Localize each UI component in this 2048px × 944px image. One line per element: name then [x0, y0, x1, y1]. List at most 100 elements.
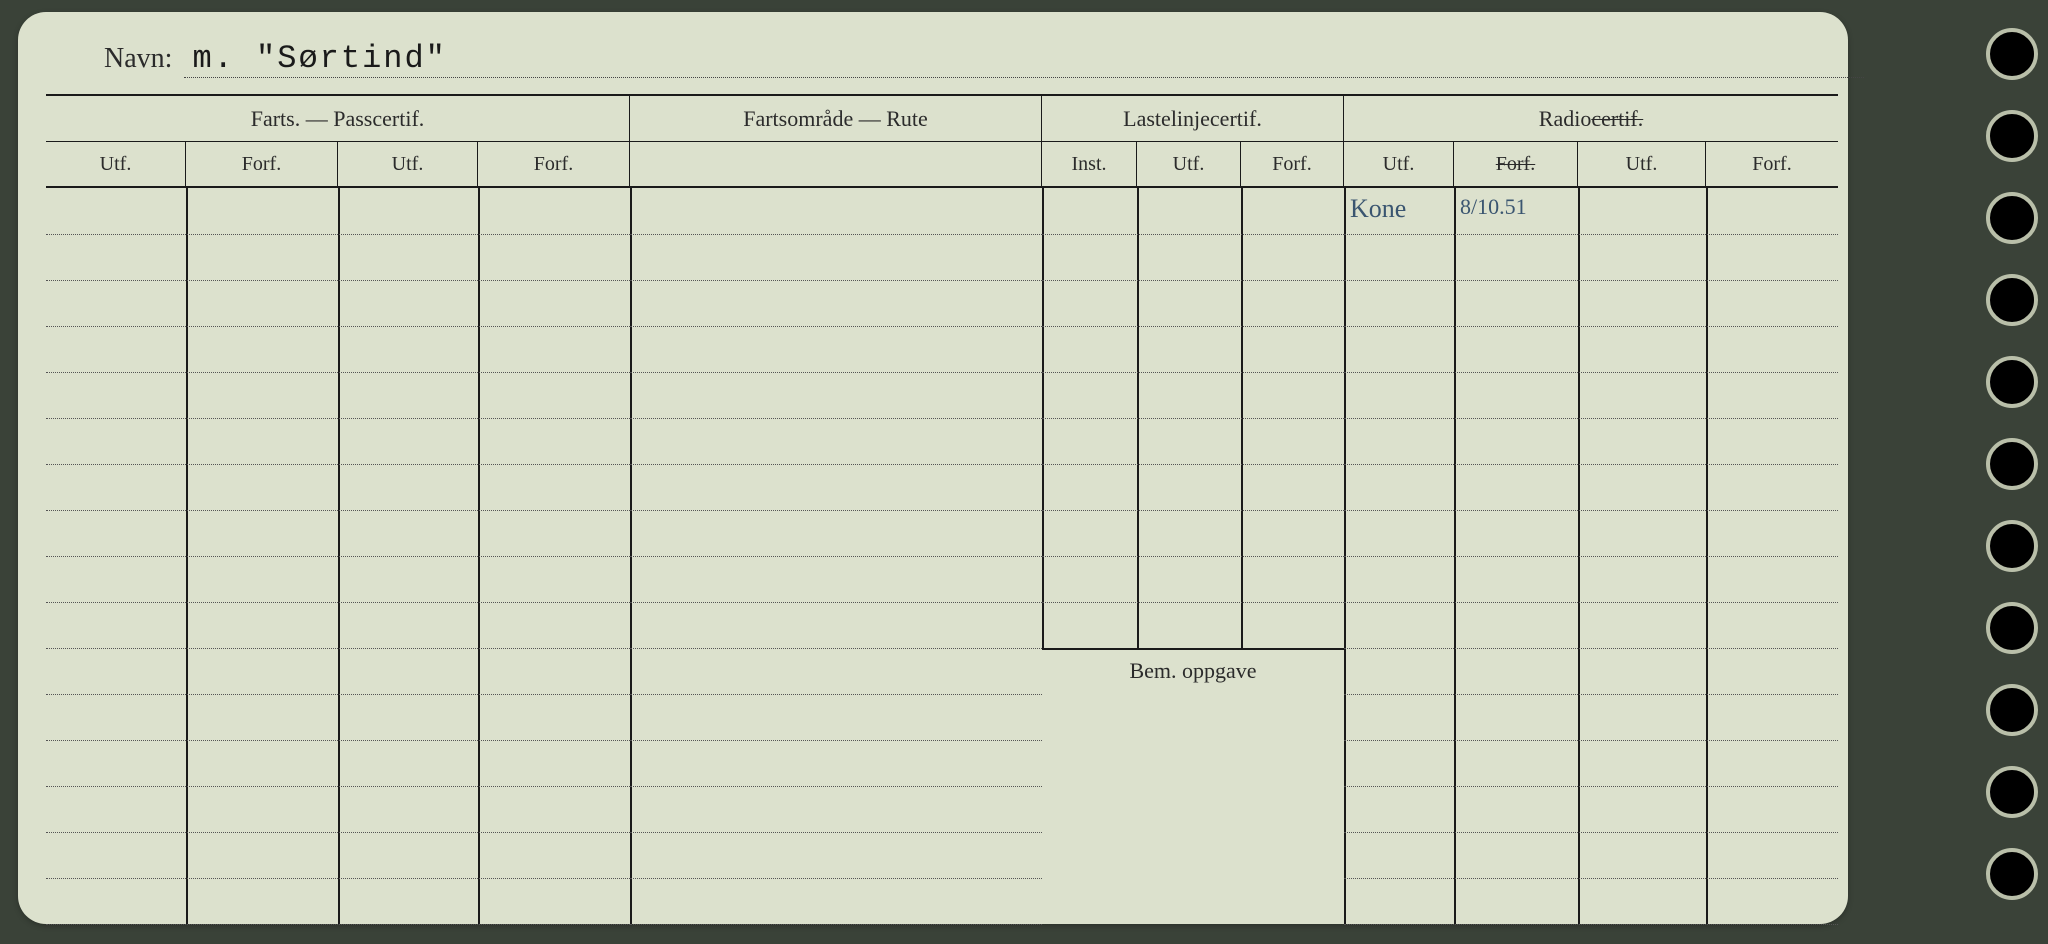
sub-radio-forf2: Forf. — [1706, 142, 1838, 186]
hole — [1986, 438, 2038, 490]
row-dots — [1344, 832, 1838, 833]
row-dots — [630, 372, 1042, 373]
row-dots — [630, 556, 1042, 557]
row-dots — [1344, 878, 1838, 879]
row-dots — [1042, 464, 1344, 465]
row-dots — [630, 418, 1042, 419]
header-radio-plain: Radio — [1539, 106, 1592, 132]
hole — [1986, 766, 2038, 818]
row-dots — [1042, 280, 1344, 281]
record-card: Navn: m. "Sørtind" Farts. — Passcertif. … — [18, 12, 1848, 924]
hole — [1986, 28, 2038, 80]
row-dots — [1042, 602, 1344, 603]
row-dots — [630, 602, 1042, 603]
row-dots — [1344, 924, 1838, 925]
row-dots — [46, 602, 630, 603]
hole — [1986, 684, 2038, 736]
row-dots — [630, 832, 1042, 833]
row-dots — [46, 280, 630, 281]
hole — [1986, 520, 2038, 572]
sub-laste-forf: Forf. — [1241, 142, 1344, 186]
row-dots — [1042, 510, 1344, 511]
row-dots — [46, 832, 630, 833]
row-dots — [630, 234, 1042, 235]
row-dots — [630, 510, 1042, 511]
sub-utf-2: Utf. — [338, 142, 478, 186]
handwriting-date: 8/10.51 — [1460, 194, 1527, 220]
row-dots — [1344, 786, 1838, 787]
row-dots — [1344, 556, 1838, 557]
sub-radio-forf1-text: Forf. — [1496, 153, 1535, 176]
header-radio-strike: certif. — [1591, 106, 1643, 132]
row-dots — [46, 464, 630, 465]
hole — [1986, 356, 2038, 408]
navn-value: m. "Sørtind" — [184, 40, 1864, 78]
row-dots — [1344, 234, 1838, 235]
row-dots — [630, 464, 1042, 465]
row-dots — [1344, 648, 1838, 649]
row-dots — [1042, 234, 1344, 235]
row-dots — [46, 372, 630, 373]
hole — [1986, 274, 2038, 326]
row-dots — [1042, 418, 1344, 419]
header-farts: Farts. — Passcertif. — [46, 96, 630, 141]
row-dots — [630, 648, 1042, 649]
row-dots — [1344, 326, 1838, 327]
navn-row: Navn: m. "Sørtind" — [46, 40, 1838, 78]
sub-forf-1: Forf. — [186, 142, 338, 186]
hole — [1986, 848, 2038, 900]
header-row-2: Utf. Forf. Utf. Forf. Inst. Utf. Forf. U… — [46, 142, 1838, 188]
row-dots — [1344, 464, 1838, 465]
hole — [1986, 110, 2038, 162]
bem-oppgave-box: Bem. oppgave — [1042, 648, 1344, 924]
sub-forf-2: Forf. — [478, 142, 630, 186]
hole — [1986, 192, 2038, 244]
sub-radio-utf2: Utf. — [1578, 142, 1706, 186]
navn-label: Navn: — [104, 43, 172, 75]
row-dots — [1344, 372, 1838, 373]
header-radio: Radiocertif. — [1344, 96, 1838, 141]
header-row-1: Farts. — Passcertif. Fartsområde — Rute … — [46, 96, 1838, 142]
sub-laste-utf: Utf. — [1137, 142, 1241, 186]
sub-utf-1: Utf. — [46, 142, 186, 186]
row-dots — [46, 878, 630, 879]
body-rows: Bem. oppgave Kone 8/10.51 — [46, 188, 1838, 924]
header-laste: Lastelinjecertif. — [1042, 96, 1344, 141]
row-dots — [630, 694, 1042, 695]
row-dots — [46, 234, 630, 235]
sub-fartsomrade-empty — [630, 142, 1042, 186]
row-dots — [46, 740, 630, 741]
handwriting-kone: Kone — [1350, 194, 1406, 224]
row-dots — [630, 786, 1042, 787]
row-dots — [46, 924, 630, 925]
row-dots — [1344, 602, 1838, 603]
row-dots — [630, 924, 1042, 925]
sub-radio-forf1: Forf. — [1454, 142, 1578, 186]
sub-inst: Inst. — [1042, 142, 1137, 186]
row-dots — [46, 648, 630, 649]
ledger-grid: Farts. — Passcertif. Fartsområde — Rute … — [46, 94, 1838, 924]
row-dots — [46, 326, 630, 327]
hole — [1986, 602, 2038, 654]
sub-radio-utf1: Utf. — [1344, 142, 1454, 186]
row-dots — [630, 740, 1042, 741]
row-dots — [46, 786, 630, 787]
binder-holes — [1986, 28, 2038, 900]
row-dots — [1042, 326, 1344, 327]
row-dots — [46, 694, 630, 695]
row-dots — [630, 280, 1042, 281]
row-dots — [46, 418, 630, 419]
row-dots — [1344, 510, 1838, 511]
row-dots — [1344, 694, 1838, 695]
header-fartsomrade: Fartsområde — Rute — [630, 96, 1042, 141]
row-dots — [46, 510, 630, 511]
row-dots — [630, 326, 1042, 327]
row-dots — [1344, 740, 1838, 741]
bem-label: Bem. oppgave — [1129, 658, 1256, 684]
row-dots — [1042, 372, 1344, 373]
row-dots — [1344, 418, 1838, 419]
row-dots — [1344, 280, 1838, 281]
row-dots — [46, 556, 630, 557]
row-dots — [1042, 556, 1344, 557]
row-dots — [630, 878, 1042, 879]
